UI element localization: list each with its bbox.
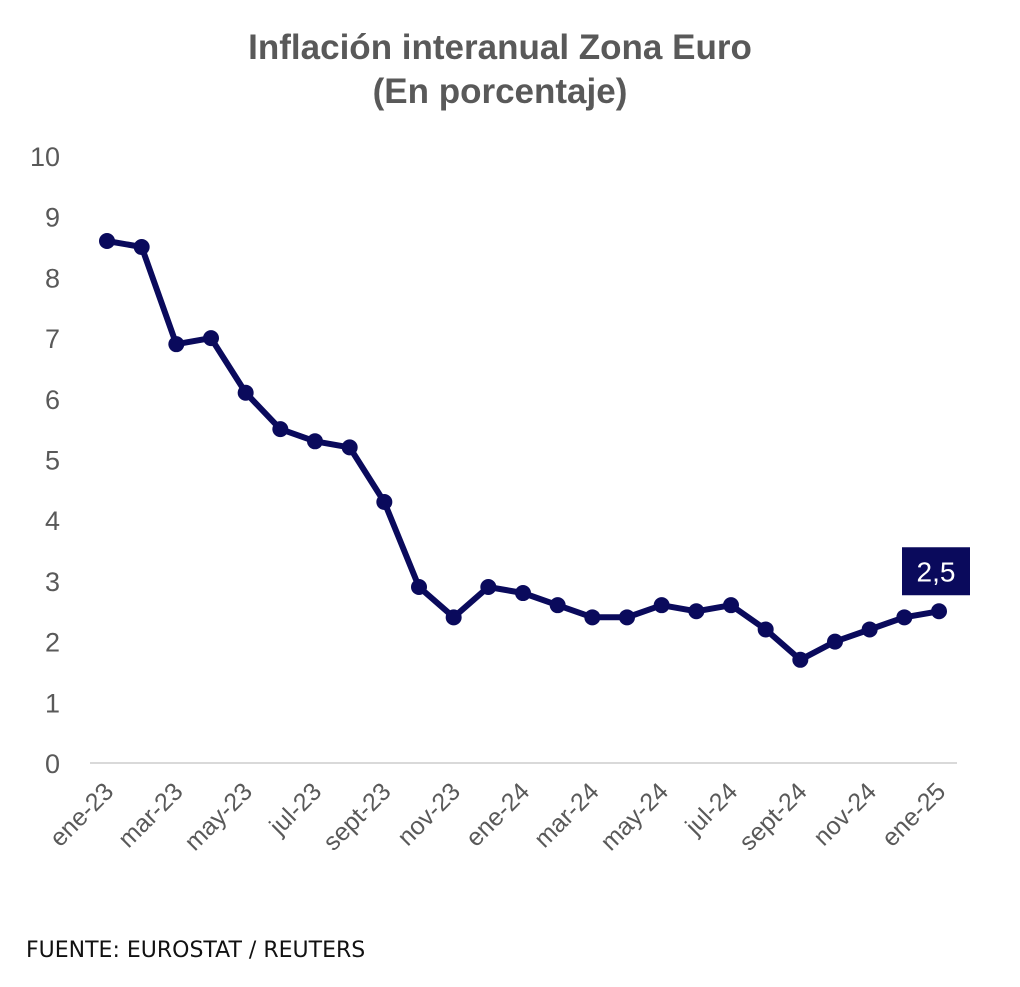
data-point [549,597,566,614]
y-tick-label: 4 [45,506,60,536]
data-point [688,603,705,620]
x-tick-label: ene-24 [460,777,535,852]
data-point [792,651,809,668]
x-tick-label: sept-23 [318,777,397,856]
x-tick-label: ene-25 [876,777,951,852]
chart-title: Inflación interanual Zona Euro [248,28,752,67]
data-point [133,239,150,256]
x-tick-label: may-23 [179,777,258,856]
x-tick-label: mar-23 [113,777,189,853]
data-label: 2,5 [917,556,956,587]
series-group [99,232,947,668]
x-tick-label: mar-24 [529,777,605,853]
data-point [411,578,427,595]
data-point [723,597,739,614]
data-point [827,633,843,650]
data-point [168,336,185,353]
data-point [480,578,497,595]
y-tick-label: 6 [45,385,60,415]
y-tick-label: 0 [45,749,60,779]
data-point [272,421,289,438]
y-tick-label: 2 [45,628,60,658]
x-tick-label: jul-23 [263,777,327,841]
y-axis: 0 1 2 3 4 5 6 7 8 9 10 [30,142,60,779]
y-tick-label: 10 [30,142,60,172]
data-point [584,609,601,626]
data-point [619,609,635,626]
y-tick-label: 3 [45,567,60,597]
source-note: FUENTE: EUROSTAT / REUTERS [26,938,366,963]
x-tick-label: ene-23 [44,777,119,852]
data-label-box [902,547,970,596]
data-point [515,585,531,602]
data-point [896,609,913,626]
data-point [341,439,358,456]
y-tick-label: 8 [45,263,60,293]
x-tick-label: nov-24 [808,777,882,851]
annotation-group: 2,5 [902,547,970,596]
data-point [445,609,462,626]
data-point [203,330,219,347]
data-point [861,621,878,638]
x-tick-label: jul-24 [679,777,743,841]
x-tick-label: sept-24 [734,777,813,856]
y-tick-label: 5 [45,446,60,476]
data-point [376,493,393,510]
y-tick-label: 1 [45,688,60,718]
data-point [307,433,323,450]
data-point [237,384,254,401]
chart-subtitle: (En porcentaje) [372,72,628,111]
x-tick-label: nov-23 [392,777,466,851]
y-tick-label: 7 [45,324,60,354]
data-point [653,597,670,614]
y-tick-label: 9 [45,203,60,233]
x-tick-label: may-24 [595,777,674,856]
data-point [99,232,115,249]
chart-title-block: Inflación interanual Zona Euro (En porce… [0,26,1000,114]
data-point [931,603,947,620]
data-point [757,621,774,638]
